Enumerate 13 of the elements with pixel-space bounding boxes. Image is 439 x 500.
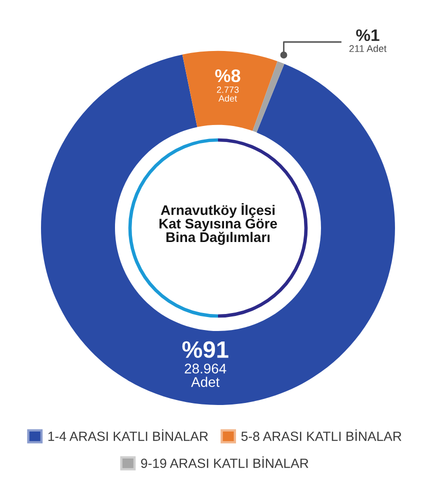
- donut-slice: [252, 61, 284, 132]
- text: %91: [182, 341, 228, 358]
- donut-slice: [41, 54, 395, 405]
- legend-label: 5-8 ARASI KATLI BİNALAR: [241, 429, 402, 441]
- legend-label: 9-19 ARASI KATLI BİNALAR: [141, 456, 308, 468]
- data-label: 211 Adet: [349, 44, 387, 52]
- data-label: 28.964 Adet: [184, 364, 226, 387]
- data-label: 2.773 Adet: [216, 86, 239, 102]
- text: %8: [215, 69, 240, 82]
- legend-label: 1-4 ARASI KATLI BİNALAR: [48, 429, 208, 441]
- text: %1: [356, 29, 380, 42]
- donut-slice: [182, 50, 278, 131]
- text: Arnavutköy İlçesi Kat Sayısına Göre Bina Dağılımları: [159, 203, 277, 245]
